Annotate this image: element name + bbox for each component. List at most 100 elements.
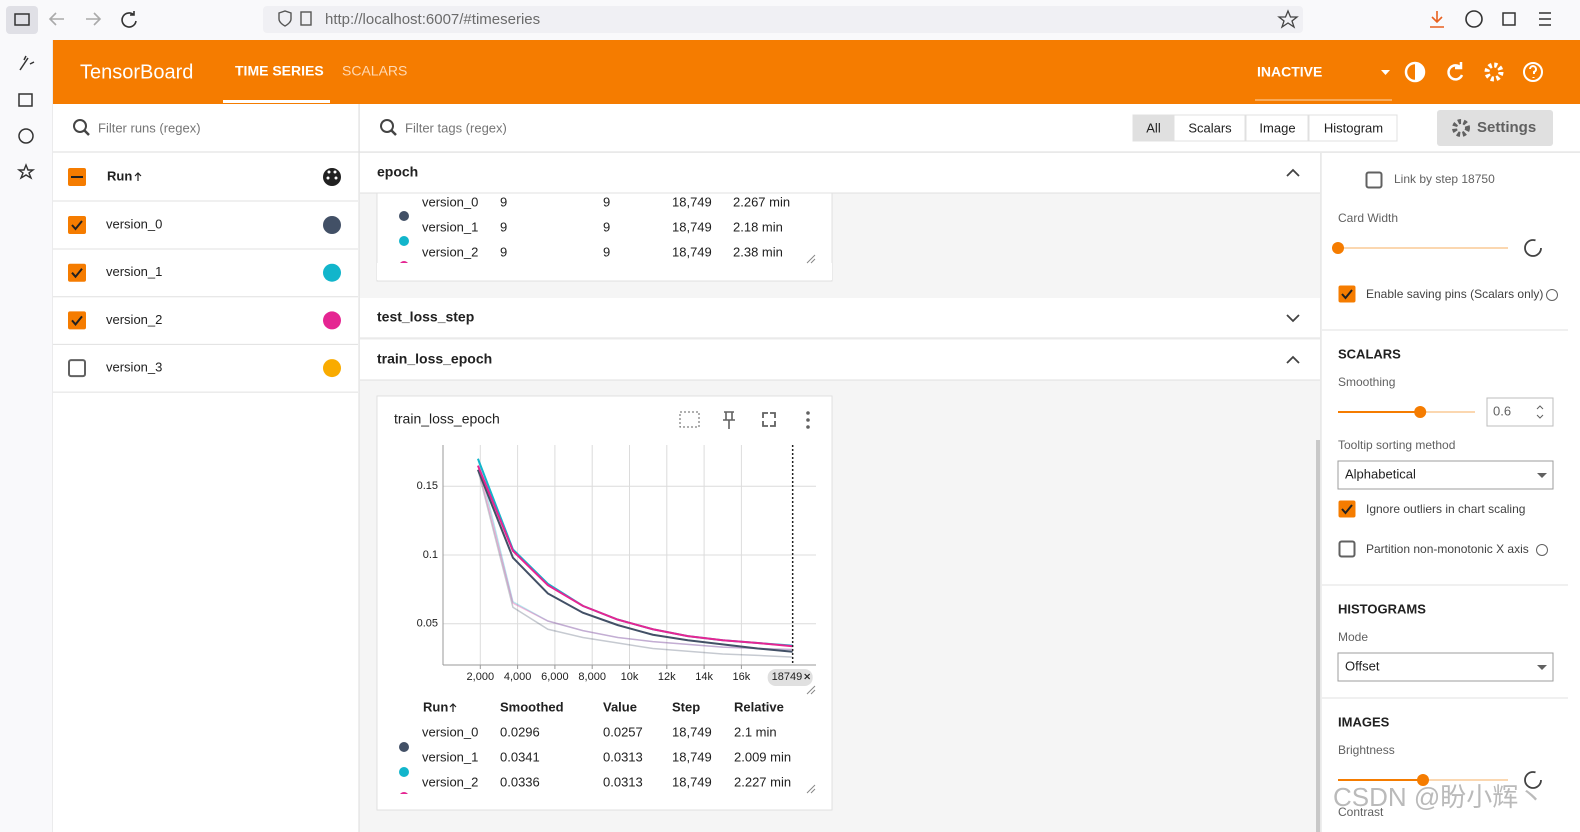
- checkbox[interactable]: [1365, 171, 1383, 189]
- x-tick-label: 12k: [658, 671, 676, 683]
- bookmark-star[interactable]: [1277, 9, 1299, 29]
- run-color[interactable]: [323, 359, 341, 378]
- more-menu-dot[interactable]: [806, 425, 810, 429]
- card-cover: [378, 794, 798, 809]
- step-value: 18,749: [672, 724, 712, 739]
- slider-thumb[interactable]: [1414, 406, 1427, 418]
- run-color[interactable]: [323, 216, 341, 234]
- tab[interactable]: TIME SERIES: [235, 63, 324, 79]
- resize-handle: [806, 254, 816, 264]
- card-title: train_loss_epoch: [394, 411, 500, 427]
- raw-value: 0.0257: [603, 724, 643, 739]
- checkbox[interactable]: [1338, 540, 1356, 558]
- fullscreen-button[interactable]: [762, 412, 776, 427]
- table-cell: 9: [500, 244, 507, 259]
- pin-button[interactable]: [723, 411, 735, 429]
- checkbox[interactable]: [68, 216, 86, 234]
- checkmark: [1341, 504, 1353, 515]
- group-header[interactable]: [360, 153, 1320, 193]
- tab[interactable]: SCALARS: [342, 63, 407, 79]
- run-color[interactable]: [323, 263, 341, 282]
- settings-button[interactable]: [1437, 110, 1553, 146]
- run-color[interactable]: [323, 311, 341, 330]
- watermark: CSDN @盼小辉丶: [1333, 782, 1544, 812]
- reload-button[interactable]: [1447, 62, 1464, 81]
- fit-domain-button[interactable]: [679, 411, 700, 428]
- forward-button[interactable]: [86, 12, 102, 26]
- step-chip[interactable]: [767, 669, 813, 686]
- raw-line: [477, 458, 793, 651]
- type-filter-button[interactable]: [1308, 114, 1398, 142]
- checkbox[interactable]: [1338, 285, 1356, 303]
- sidebar-ai-icon[interactable]: [19, 55, 35, 71]
- sidebar-sync-icon[interactable]: [18, 93, 33, 107]
- expand-chevron[interactable]: [1286, 314, 1300, 323]
- more-menu-dot[interactable]: [806, 418, 810, 422]
- url-bar[interactable]: [263, 6, 1303, 33]
- slider-thumb[interactable]: [1417, 774, 1429, 786]
- table-cell: 9: [603, 194, 610, 209]
- number-input[interactable]: [1486, 397, 1554, 427]
- expand-chevron[interactable]: [1286, 355, 1300, 364]
- tags-filter[interactable]: Filter tags (regex): [405, 120, 507, 135]
- run-name: version_1: [106, 264, 162, 279]
- browser-sidebar: [0, 40, 53, 832]
- runs-filter[interactable]: Filter runs (regex): [98, 120, 201, 135]
- account-icon[interactable]: [1465, 10, 1483, 28]
- settings-button[interactable]: [1484, 62, 1504, 82]
- table-run: version_1: [422, 749, 478, 764]
- slider-thumb[interactable]: [1332, 242, 1344, 254]
- run-color: [399, 211, 409, 221]
- group-header[interactable]: [360, 298, 1320, 338]
- dropdown-arrow: [1537, 473, 1547, 478]
- menu-icon[interactable]: [1539, 12, 1551, 26]
- dropdown-arrow: [1381, 70, 1390, 75]
- sidebar-toggle[interactable]: [6, 6, 38, 34]
- table-cell: 9: [500, 219, 507, 234]
- sidebar-bookmarks-icon[interactable]: [16, 163, 36, 180]
- extensions-icon[interactable]: [1502, 12, 1516, 26]
- reset-icon[interactable]: [1524, 771, 1542, 789]
- dropdown[interactable]: [1337, 460, 1554, 490]
- run-name: version_0: [106, 216, 162, 231]
- x-tick-label: 16k: [733, 671, 751, 683]
- search-icon-handle: [83, 129, 90, 136]
- expand-chevron[interactable]: [1286, 168, 1300, 177]
- reload-button[interactable]: [121, 11, 137, 28]
- reset-icon[interactable]: [1524, 239, 1542, 257]
- help-icon[interactable]: [1536, 544, 1548, 556]
- more-menu-dot[interactable]: [806, 411, 810, 415]
- run-color: [399, 742, 409, 752]
- back-button[interactable]: [48, 12, 64, 26]
- type-filter-label: Histogram: [1324, 120, 1383, 135]
- type-filter-button[interactable]: [1173, 114, 1246, 142]
- dropdown[interactable]: [1337, 652, 1554, 682]
- checkbox[interactable]: [68, 311, 86, 330]
- checkbox[interactable]: [68, 263, 86, 282]
- section-title: IMAGES: [1338, 714, 1390, 729]
- setting-label: Ignore outliers in chart scaling: [1366, 502, 1525, 516]
- table-run: version_2: [422, 774, 478, 789]
- table-header: Value: [603, 699, 637, 714]
- card: [376, 395, 833, 811]
- scrollbar[interactable]: [1316, 440, 1320, 832]
- smoothed-value: 0.0296: [500, 724, 540, 739]
- checkbox[interactable]: [1338, 500, 1356, 518]
- reload-status[interactable]: INACTIVE: [1257, 64, 1322, 80]
- group-header[interactable]: [360, 340, 1320, 380]
- type-filter-button[interactable]: [1245, 114, 1309, 142]
- sidebar-history-icon[interactable]: [18, 128, 34, 144]
- help-icon[interactable]: [1546, 289, 1558, 301]
- palette-icon: [323, 168, 341, 186]
- relative-time: 2.227 min: [734, 774, 791, 789]
- downloads-icon[interactable]: [1430, 11, 1444, 28]
- checkbox[interactable]: [68, 359, 86, 378]
- help-button[interactable]: [1523, 62, 1543, 82]
- type-filter-button[interactable]: [1132, 114, 1174, 142]
- step-value: 18,749: [672, 774, 712, 789]
- step-chip-close[interactable]: [804, 673, 811, 680]
- search-icon: [380, 119, 394, 133]
- run-name: version_2: [106, 312, 162, 327]
- smoothed-line: [477, 465, 793, 648]
